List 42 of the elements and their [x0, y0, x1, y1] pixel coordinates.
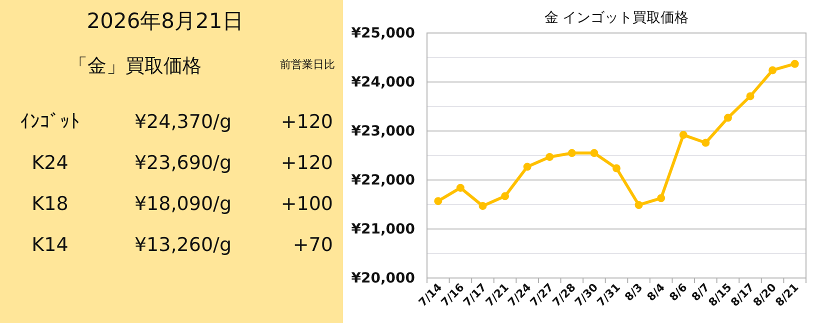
x-tick-label: 8/4	[644, 280, 668, 304]
x-tick-label: 8/3	[622, 280, 646, 304]
point	[657, 194, 666, 202]
text: +120	[280, 152, 333, 174]
chart-title: 金 インゴット買取価格	[544, 10, 689, 26]
text: ｲﾝｺﾞｯﾄ	[20, 111, 80, 133]
y-tick-label: ¥23,000	[351, 123, 416, 140]
text: 「金」買取価格	[68, 55, 202, 77]
point	[478, 202, 487, 210]
y-tick-label: ¥24,000	[351, 74, 416, 90]
point	[634, 200, 643, 209]
point	[746, 92, 754, 100]
x-tick-label: 8/6	[666, 280, 690, 304]
text: +70	[292, 234, 333, 256]
y-tick-label: ¥25,000	[351, 25, 416, 42]
point	[702, 138, 710, 147]
text: +100	[280, 193, 333, 215]
point	[790, 60, 799, 68]
point	[590, 149, 598, 158]
text: 2026年8月21日	[86, 9, 244, 33]
point	[768, 66, 777, 74]
y-tick-label: ¥20,000	[351, 270, 416, 286]
text: K24	[32, 152, 68, 174]
text: ¥24,370/g	[134, 111, 232, 133]
y-tick-label: ¥22,000	[351, 172, 416, 188]
point	[724, 114, 732, 122]
text: +120	[280, 111, 333, 133]
point	[568, 149, 576, 158]
text: K18	[32, 193, 68, 215]
point	[523, 162, 532, 171]
point	[501, 192, 510, 200]
text: ¥13,260/g	[134, 234, 232, 256]
point	[546, 152, 554, 161]
text: ¥18,090/g	[134, 193, 232, 215]
point	[456, 184, 464, 192]
y-tick-label: ¥21,000	[351, 221, 416, 238]
text: ¥23,690/g	[134, 152, 232, 174]
point	[434, 197, 442, 206]
point	[679, 130, 688, 139]
point	[612, 164, 620, 172]
text: K14	[32, 234, 68, 256]
text: 前営業日比	[280, 58, 335, 71]
